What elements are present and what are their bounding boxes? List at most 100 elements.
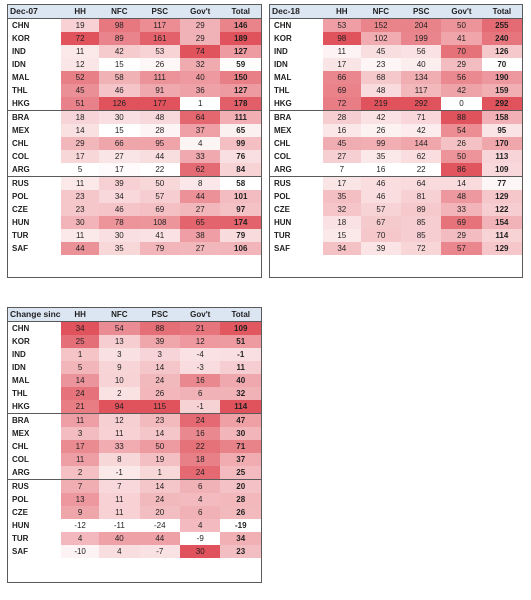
value-cell: 30 <box>61 216 100 229</box>
table-row: HKG 21 94 115 -1 114 <box>8 400 261 414</box>
value-cell: 18 <box>61 110 100 124</box>
value-cell: 11 <box>61 413 100 427</box>
table-row: THL 69 48 117 42 159 <box>270 84 522 97</box>
value-cell: 46 <box>99 203 140 216</box>
value-cell: 25 <box>61 335 100 348</box>
value-cell: 37 <box>220 453 261 466</box>
value-cell: 16 <box>180 427 221 440</box>
value-cell: 45 <box>360 45 402 58</box>
country-label: KOR <box>12 34 30 43</box>
value-cell: 58 <box>99 71 140 84</box>
value-cell: 17 <box>99 163 140 177</box>
column-header: NFC <box>99 308 140 322</box>
value-cell: 23 <box>360 58 402 71</box>
country-label: MEX <box>12 126 30 135</box>
table-row: BRA 28 42 71 88 158 <box>270 110 522 124</box>
value-cell: 51 <box>220 335 261 348</box>
value-cell: 126 <box>99 97 140 111</box>
value-cell: 77 <box>481 176 522 190</box>
value-cell: 102 <box>360 32 402 45</box>
value-cell: 69 <box>441 216 482 229</box>
table-row: IDN 5 9 14 -3 11 <box>8 361 261 374</box>
value-cell: 50 <box>441 18 482 32</box>
value-cell: 111 <box>139 71 180 84</box>
value-cell: 108 <box>139 216 180 229</box>
column-header: Gov't <box>441 5 482 19</box>
value-cell: 72 <box>401 242 442 255</box>
value-cell: 24 <box>61 387 100 400</box>
value-cell: -10 <box>61 545 100 558</box>
table-row: MEX 14 15 28 37 65 <box>8 124 261 137</box>
value-cell: 1 <box>61 348 100 361</box>
value-cell: 159 <box>481 84 522 97</box>
heatmap-table: Dec-07 HH NFC PSC Gov't Total CHN 19 98 117 29 146 K… <box>8 5 261 255</box>
value-cell: 3 <box>99 348 140 361</box>
value-cell: 40 <box>99 532 140 545</box>
value-cell: 65 <box>220 124 261 137</box>
value-cell: 81 <box>401 190 442 203</box>
value-cell: 98 <box>322 32 361 45</box>
value-cell: 35 <box>360 150 402 163</box>
value-cell: 28 <box>220 493 261 506</box>
value-cell: 1 <box>139 466 180 480</box>
table-row: KOR 72 89 161 29 189 <box>8 32 261 45</box>
value-cell: 178 <box>220 97 261 111</box>
country-label: ARG <box>274 165 292 174</box>
value-cell: 35 <box>99 242 140 255</box>
value-cell: 34 <box>220 532 261 545</box>
value-cell: 22 <box>180 440 221 453</box>
value-cell: 4 <box>180 137 221 150</box>
value-cell: 72 <box>61 32 100 45</box>
value-cell: 33 <box>99 440 140 453</box>
value-cell: 7 <box>322 163 361 177</box>
value-cell: 109 <box>481 163 522 177</box>
country-label: RUS <box>8 176 62 190</box>
country-label: HKG <box>12 402 30 411</box>
table-row: THL 45 46 91 36 127 <box>8 84 261 97</box>
table-row: COL 17 27 44 33 76 <box>8 150 261 163</box>
table-row: MAL 14 10 24 16 40 <box>8 374 261 387</box>
country-label: IND <box>12 350 26 359</box>
value-cell: 50 <box>139 440 180 453</box>
value-cell: 106 <box>220 242 261 255</box>
table-row: RUS 11 39 50 8 58 <box>8 176 261 190</box>
value-cell: 64 <box>180 110 221 124</box>
value-cell: 11 <box>61 453 100 466</box>
value-cell: 5 <box>61 163 100 177</box>
value-cell: 23 <box>61 190 100 203</box>
value-cell: 117 <box>401 84 442 97</box>
value-cell: 32 <box>220 387 261 400</box>
value-cell: 33 <box>180 150 221 163</box>
value-cell: 14 <box>139 479 180 493</box>
country-label: POL <box>12 192 29 201</box>
value-cell: -4 <box>180 348 221 361</box>
value-cell: 88 <box>139 321 180 335</box>
value-cell: 9 <box>61 506 100 519</box>
value-cell: 15 <box>99 124 140 137</box>
table-panel-dec18: Dec-18 HH NFC PSC Gov't Total CHN 53 152 204 50 255… <box>269 4 523 278</box>
country-label: MAL <box>12 376 30 385</box>
value-cell: 12 <box>99 413 140 427</box>
table-row: CZE 32 57 89 33 122 <box>270 203 522 216</box>
country-label: KOR <box>12 337 30 346</box>
value-cell: 48 <box>360 84 402 97</box>
column-header: NFC <box>99 5 140 19</box>
value-cell: 39 <box>360 242 402 255</box>
column-header: NFC <box>360 5 402 19</box>
column-header: Total <box>481 5 522 19</box>
country-label: CZE <box>274 205 290 214</box>
table-row: CHL 29 66 95 4 99 <box>8 137 261 150</box>
value-cell: 78 <box>99 216 140 229</box>
value-cell: 86 <box>441 163 482 177</box>
value-cell: 50 <box>139 176 180 190</box>
table-row: IDN 17 23 40 29 70 <box>270 58 522 71</box>
value-cell: 113 <box>481 150 522 163</box>
value-cell: 14 <box>139 427 180 440</box>
value-cell: 54 <box>99 321 140 335</box>
value-cell: 189 <box>220 32 261 45</box>
value-cell: 4 <box>180 519 221 532</box>
value-cell: 4 <box>61 532 100 545</box>
value-cell: 152 <box>360 18 402 32</box>
value-cell: 62 <box>180 163 221 177</box>
